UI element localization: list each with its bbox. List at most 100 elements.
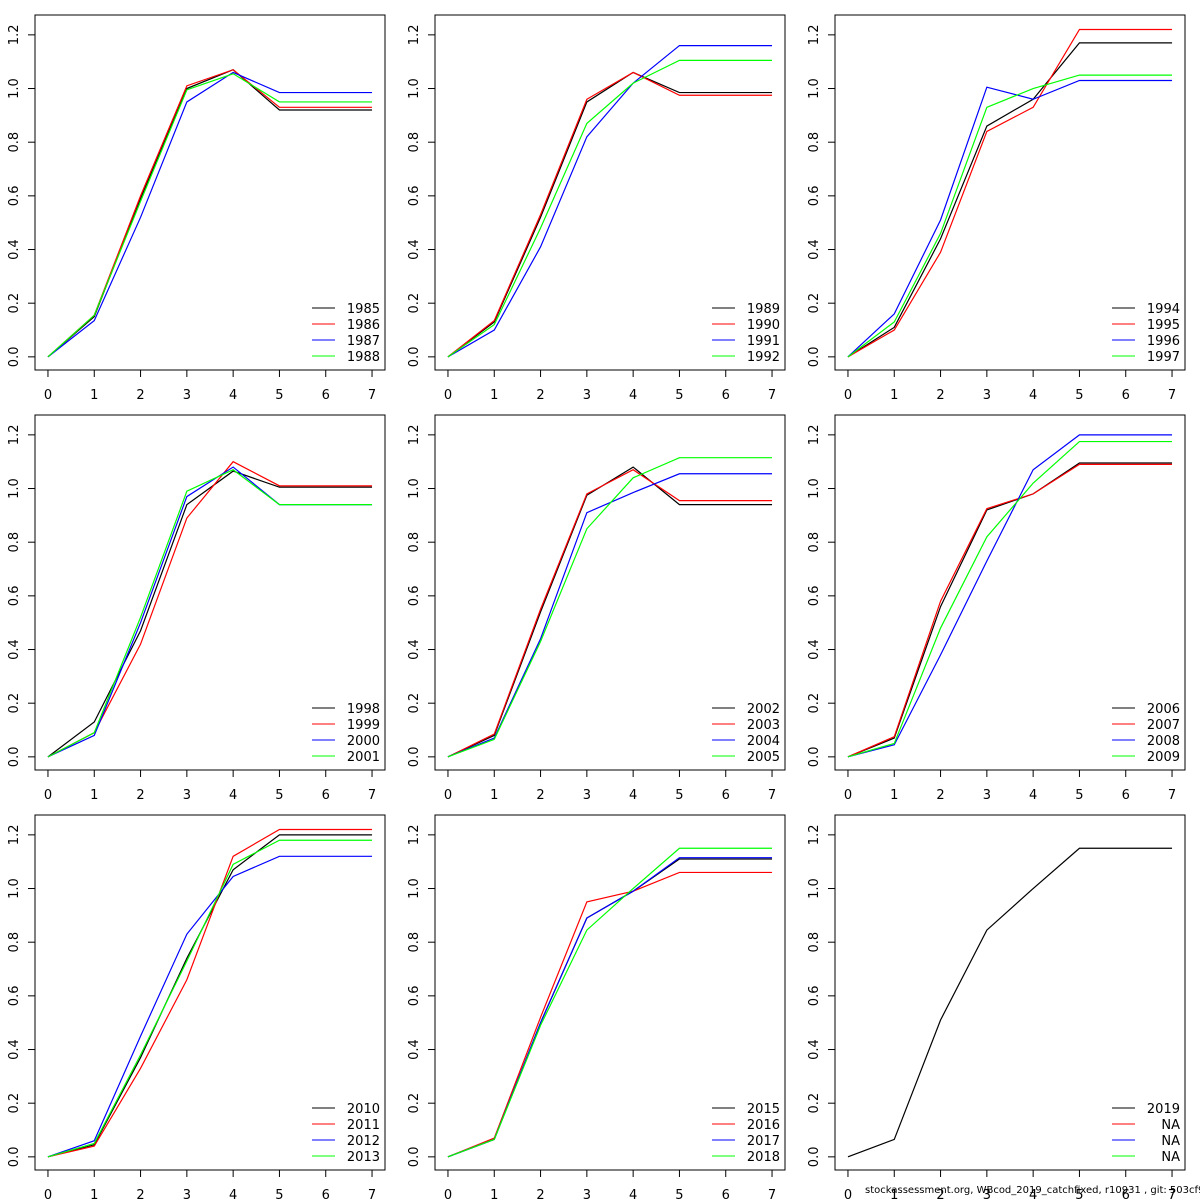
series-line [847,463,1173,758]
y-tick-label: 0.4 [407,1039,422,1060]
x-tick-label: 0 [44,1188,52,1200]
legend-label: 1990 [747,318,780,333]
x-tick-label: 0 [444,388,452,403]
x-tick-label: 4 [1029,388,1037,403]
legend-label: 2003 [747,718,780,733]
legend-label: 1986 [347,318,380,333]
legend-label: NA [1161,1134,1180,1149]
y-tick-label: 0.2 [407,693,422,714]
series-line [447,59,773,358]
y-tick-label: 0.2 [807,1093,822,1114]
x-tick-label: 4 [629,388,637,403]
legend-label: 2005 [747,750,780,765]
x-tick-label: 3 [983,1188,991,1200]
plot-box [434,814,786,1171]
legend-label: 1987 [347,334,380,349]
legend-label: 2001 [347,750,380,765]
x-tick-label: 1 [490,788,498,803]
series-line [447,858,773,1158]
y-tick-label: 0.0 [807,1147,822,1168]
series-line [47,69,373,358]
y-tick-label: 1.0 [7,878,22,899]
x-tick-label: 1 [90,1188,98,1200]
y-tick-label: 0.4 [407,639,422,660]
x-tick-label: 4 [1029,788,1037,803]
x-tick-label: 7 [368,788,376,803]
x-tick-label: 3 [183,388,191,403]
legend-label: 2019 [1147,1102,1180,1117]
x-tick-label: 7 [768,788,776,803]
series-line [447,847,773,1158]
series-line [847,847,1173,1158]
series-line [847,28,1173,358]
y-tick-label: 1.0 [407,878,422,899]
legend-label: 1996 [1147,334,1180,349]
y-tick-label: 1.2 [807,425,822,446]
x-tick-label: 7 [368,1188,376,1200]
y-tick-label: 0.6 [7,186,22,207]
y-tick-label: 1.2 [807,25,822,46]
series-line [847,462,1173,758]
plot-box [434,414,786,771]
x-tick-label: 5 [275,388,283,403]
y-tick-label: 0.0 [7,347,22,368]
y-tick-label: 0.8 [407,532,422,553]
x-tick-label: 7 [368,388,376,403]
x-tick-label: 6 [1122,788,1130,803]
y-tick-label: 1.2 [7,425,22,446]
y-tick-label: 1.2 [807,825,822,846]
x-tick-label: 0 [844,788,852,803]
y-tick-label: 0.0 [407,747,422,768]
x-tick-label: 6 [1122,388,1130,403]
series-line [847,440,1173,758]
y-tick-label: 0.6 [407,186,422,207]
footer: stockassessment.org, WBcod_2019_catchfix… [865,1185,1200,1196]
legend-label: 1988 [347,350,380,365]
x-tick-label: 1 [890,1188,898,1200]
x-tick-label: 0 [844,388,852,403]
x-tick-label: 2 [536,788,544,803]
x-tick-label: 0 [444,788,452,803]
legend-label: 1995 [1147,318,1180,333]
plot-box [834,14,1186,371]
legend-label: NA [1161,1150,1180,1165]
legend-label: 2015 [747,1102,780,1117]
series-line [47,470,373,758]
legend-label: 2009 [1147,750,1180,765]
legend-label: 1985 [347,302,380,317]
x-tick-label: 1 [90,388,98,403]
legend-label: 1997 [1147,350,1180,365]
plot-box [34,814,386,1171]
y-tick-label: 0.8 [7,932,22,953]
x-tick-label: 3 [183,788,191,803]
y-tick-label: 1.2 [407,825,422,846]
plot-box [834,414,1186,771]
y-tick-label: 0.0 [7,1147,22,1168]
x-tick-label: 5 [275,788,283,803]
x-tick-label: 1 [490,388,498,403]
y-tick-label: 0.0 [807,747,822,768]
x-tick-label: 7 [1168,1188,1176,1200]
series-line [447,466,773,758]
panel: 0 1 2 3 4 5 6 70.00.20.40.60.81.01.219981999200… [7,414,386,803]
x-tick-label: 7 [768,388,776,403]
legend-label: 2008 [1147,734,1180,749]
series-line [447,44,773,358]
series-line [47,839,373,1158]
series-line [447,857,773,1158]
legend-label: 2006 [1147,702,1180,717]
legend-label: 2010 [347,1102,380,1117]
x-tick-label: 1 [890,388,898,403]
y-tick-label: 1.0 [7,478,22,499]
x-tick-label: 3 [583,788,591,803]
plot-box [434,14,786,371]
x-tick-label: 2 [936,788,944,803]
y-tick-label: 0.8 [807,932,822,953]
y-tick-label: 0.8 [7,532,22,553]
y-tick-label: 0.8 [407,132,422,153]
x-tick-label: 2 [136,788,144,803]
y-tick-label: 1.2 [407,425,422,446]
series-line [447,71,773,358]
